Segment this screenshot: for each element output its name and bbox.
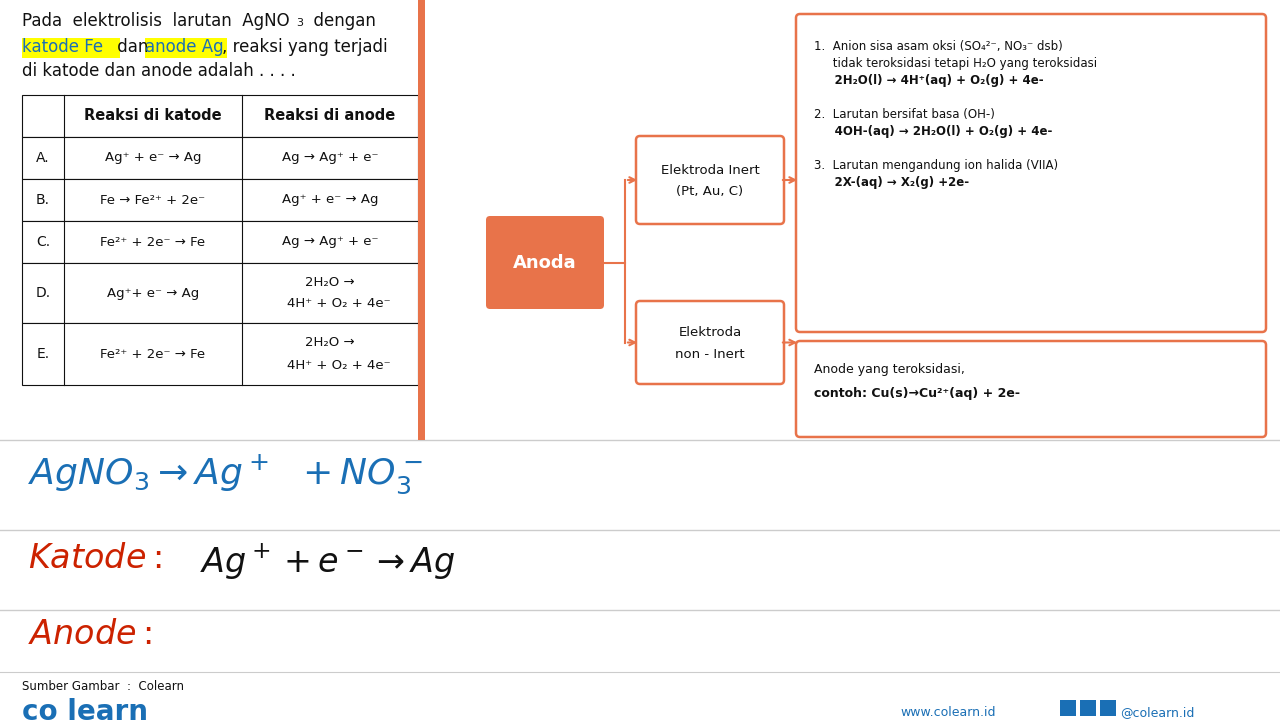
- Text: C.: C.: [36, 235, 50, 249]
- Text: katode Fe: katode Fe: [22, 38, 104, 56]
- Bar: [419, 0, 425, 440]
- Text: $\mathit{Ag^+ + e^- \rightarrow Ag}$: $\mathit{Ag^+ + e^- \rightarrow Ag}$: [200, 542, 456, 582]
- Text: 1.  Anion sisa asam oksi (SO₄²⁻, NO₃⁻ dsb): 1. Anion sisa asam oksi (SO₄²⁻, NO₃⁻ dsb…: [814, 40, 1062, 53]
- Text: dan: dan: [113, 38, 154, 56]
- Text: anode Ag: anode Ag: [145, 38, 224, 56]
- Bar: [22, 179, 419, 221]
- Text: 2H₂O →: 2H₂O →: [305, 336, 355, 349]
- Text: co learn: co learn: [22, 698, 148, 720]
- Text: 2.  Larutan bersifat basa (OH-): 2. Larutan bersifat basa (OH-): [814, 108, 995, 121]
- Bar: [22, 263, 419, 323]
- Text: , reaksi yang terjadi: , reaksi yang terjadi: [221, 38, 388, 56]
- Text: Ag⁺ + e⁻ → Ag: Ag⁺ + e⁻ → Ag: [282, 194, 379, 207]
- Text: www.colearn.id: www.colearn.id: [900, 706, 996, 719]
- Text: Anoda: Anoda: [513, 253, 577, 271]
- FancyBboxPatch shape: [486, 216, 604, 309]
- Text: Ag⁺+ e⁻ → Ag: Ag⁺+ e⁻ → Ag: [106, 287, 200, 300]
- Bar: [22, 323, 419, 385]
- Text: Reaksi di anode: Reaksi di anode: [265, 109, 396, 124]
- Bar: [22, 137, 419, 179]
- FancyBboxPatch shape: [796, 341, 1266, 437]
- Text: 2H₂O(l) → 4H⁺(aq) + O₂(g) + 4e-: 2H₂O(l) → 4H⁺(aq) + O₂(g) + 4e-: [814, 74, 1043, 87]
- Text: Fe → Fe²⁺ + 2e⁻: Fe → Fe²⁺ + 2e⁻: [100, 194, 206, 207]
- Text: Ag → Ag⁺ + e⁻: Ag → Ag⁺ + e⁻: [282, 235, 379, 248]
- Text: $\mathit{AgNO_3 \rightarrow Ag^+ \;\; + NO_3^-}$: $\mathit{AgNO_3 \rightarrow Ag^+ \;\; + …: [28, 452, 422, 496]
- FancyBboxPatch shape: [796, 14, 1266, 332]
- Text: non - Inert: non - Inert: [675, 348, 745, 361]
- Text: A.: A.: [36, 151, 50, 165]
- Text: 4H⁺ + O₂ + 4e⁻: 4H⁺ + O₂ + 4e⁻: [270, 297, 390, 310]
- Bar: [22, 95, 419, 137]
- Text: 2H₂O →: 2H₂O →: [305, 276, 355, 289]
- Text: Fe²⁺ + 2e⁻ → Fe: Fe²⁺ + 2e⁻ → Fe: [100, 235, 206, 248]
- FancyBboxPatch shape: [636, 136, 783, 224]
- Text: $\mathit{Anode:}$: $\mathit{Anode:}$: [28, 618, 152, 651]
- Text: di katode dan anode adalah . . . .: di katode dan anode adalah . . . .: [22, 62, 296, 80]
- Text: tidak teroksidasi tetapi H₂O yang teroksidasi: tidak teroksidasi tetapi H₂O yang teroks…: [814, 57, 1097, 70]
- FancyBboxPatch shape: [636, 301, 783, 384]
- Text: Reaksi di katode: Reaksi di katode: [84, 109, 221, 124]
- Text: Fe²⁺ + 2e⁻ → Fe: Fe²⁺ + 2e⁻ → Fe: [100, 348, 206, 361]
- Text: B.: B.: [36, 193, 50, 207]
- Text: 3.  Larutan mengandung ion halida (VIIA): 3. Larutan mengandung ion halida (VIIA): [814, 159, 1059, 172]
- Text: 3: 3: [296, 18, 303, 28]
- Text: Ag → Ag⁺ + e⁻: Ag → Ag⁺ + e⁻: [282, 151, 379, 164]
- Text: E.: E.: [36, 347, 50, 361]
- Text: @colearn.id: @colearn.id: [1120, 706, 1194, 719]
- Text: D.: D.: [36, 286, 51, 300]
- Text: (Pt, Au, C): (Pt, Au, C): [676, 186, 744, 199]
- Text: 4H⁺ + O₂ + 4e⁻: 4H⁺ + O₂ + 4e⁻: [270, 359, 390, 372]
- Text: Sumber Gambar  :  Colearn: Sumber Gambar : Colearn: [22, 680, 184, 693]
- Bar: [1060, 700, 1076, 716]
- Text: Elektroda Inert: Elektroda Inert: [660, 163, 759, 176]
- Text: Elektroda: Elektroda: [678, 326, 741, 339]
- Bar: [22, 221, 419, 263]
- Text: $\mathit{Katode:}$: $\mathit{Katode:}$: [28, 542, 161, 575]
- Text: dengan: dengan: [303, 12, 376, 30]
- Text: contoh: Cu(s)→Cu²⁺(aq) + 2e-: contoh: Cu(s)→Cu²⁺(aq) + 2e-: [814, 387, 1020, 400]
- Text: Pada  elektrolisis  larutan  AgNO: Pada elektrolisis larutan AgNO: [22, 12, 289, 30]
- Bar: [22, 38, 120, 58]
- Text: 4OH-(aq) → 2H₂O(l) + O₂(g) + 4e-: 4OH-(aq) → 2H₂O(l) + O₂(g) + 4e-: [814, 125, 1052, 138]
- Bar: [1080, 700, 1096, 716]
- Bar: [145, 38, 227, 58]
- Bar: [1100, 700, 1116, 716]
- Text: 2X-(aq) → X₂(g) +2e-: 2X-(aq) → X₂(g) +2e-: [814, 176, 969, 189]
- Text: Ag⁺ + e⁻ → Ag: Ag⁺ + e⁻ → Ag: [105, 151, 201, 164]
- Text: Anode yang teroksidasi,: Anode yang teroksidasi,: [814, 363, 965, 376]
